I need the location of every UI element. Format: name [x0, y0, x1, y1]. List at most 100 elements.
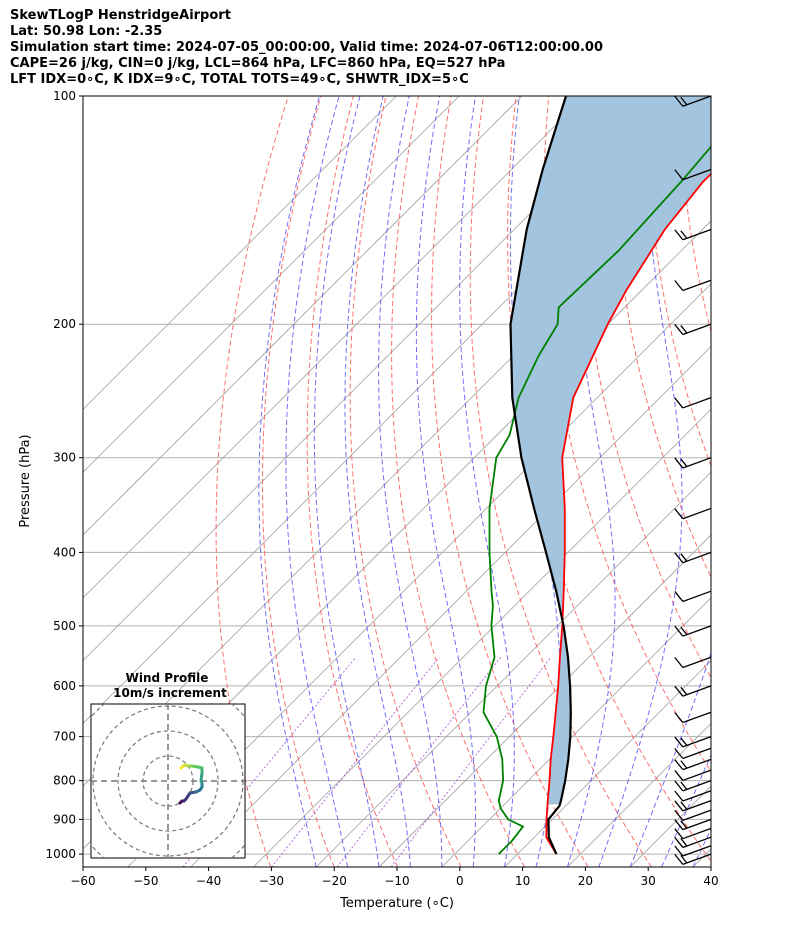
moist-adiabat-line	[661, 753, 711, 867]
y-tick-label: 900	[53, 812, 76, 826]
wind-barb-shaft	[682, 323, 712, 336]
wind-barb-flag	[680, 737, 688, 746]
time-line: Simulation start time: 2024-07-05_00:00:…	[10, 40, 603, 55]
wind-barb-flag	[674, 95, 684, 107]
isotherm-line	[127, 283, 711, 867]
dry-adiabat-line	[678, 96, 711, 334]
moist-adiabat-line	[459, 96, 515, 867]
wind-barb	[674, 168, 712, 181]
y-tick-label: 800	[53, 774, 76, 788]
mixing-ratio-line	[182, 656, 357, 867]
wind-barb-shaft	[682, 457, 712, 469]
wind-barb	[674, 228, 712, 241]
dry-adiabat-line	[776, 96, 794, 867]
x-tick-label: 0	[456, 874, 464, 888]
wind-barb-shaft	[682, 845, 712, 857]
wind-barb-flag	[674, 712, 684, 723]
wind-barb	[674, 747, 712, 760]
hodograph-title: Wind Profile	[126, 671, 209, 685]
wind-barb	[674, 799, 712, 812]
isotherm-line	[567, 722, 711, 867]
wind-barb-shaft	[682, 818, 712, 831]
dry-adiabat-line	[215, 96, 289, 867]
moist-adiabat-line	[692, 827, 711, 867]
wind-barb-flag	[674, 819, 684, 831]
wind-barb-flag	[674, 800, 684, 812]
wind-barb	[674, 397, 712, 409]
moist-adiabat-lines	[258, 96, 711, 867]
x-tick-label: −60	[70, 874, 95, 888]
y-tick-label: 300	[53, 451, 76, 465]
wind-barb-flag	[680, 760, 688, 769]
indices-line-1: CAPE=26 j/kg, CIN=0 j/kg, LCL=864 hPa, L…	[10, 56, 506, 71]
wind-barb	[674, 809, 712, 821]
wind-barb	[674, 711, 712, 724]
x-tick-label: −30	[259, 874, 284, 888]
wind-barb-flag	[674, 837, 684, 848]
wind-barb-flag	[674, 685, 684, 697]
wind-barb-flag	[674, 736, 684, 748]
wind-barb	[674, 827, 712, 840]
moist-adiabat-line	[313, 96, 380, 867]
indices-line-2: LFT IDX=0∘C, K IDX=9∘C, TOTAL TOTS=49∘C,…	[10, 72, 469, 87]
y-tick-label: 200	[53, 317, 76, 331]
wind-barb-flag	[680, 781, 688, 790]
moist-adiabat-line	[598, 96, 683, 867]
wind-barb-shaft	[682, 827, 712, 840]
hodograph-inset: Wind Profile 10m/s increment	[90, 671, 246, 859]
dry-adiabat-line	[744, 96, 794, 867]
wind-barb-shaft	[682, 799, 712, 812]
hodograph-ring	[117, 730, 219, 832]
wind-barb-shaft	[682, 168, 712, 181]
wind-barb	[674, 845, 712, 857]
dry-adiabat-line	[306, 96, 399, 867]
x-tick-label: −40	[196, 874, 221, 888]
wind-barb-flag	[680, 325, 688, 334]
wind-barb	[674, 758, 712, 771]
cape-area	[510, 96, 711, 805]
wind-barb-flag	[680, 626, 688, 636]
wind-barb-flag	[680, 458, 688, 467]
dry-adiabat-line	[349, 96, 462, 867]
wind-barb-flag	[674, 508, 684, 520]
isotherm-line	[253, 408, 711, 867]
dry-adiabat-line	[469, 96, 653, 867]
wind-barb	[674, 780, 712, 792]
wind-barb	[674, 551, 712, 564]
wind-barb-shaft	[682, 853, 712, 865]
dewpoint-line	[482, 145, 711, 855]
wind-barb-flag	[674, 780, 684, 792]
wind-barb	[674, 323, 712, 336]
isotherm-line	[83, 96, 523, 536]
wind-barb-flag	[674, 625, 684, 637]
wind-barb-shaft	[682, 769, 712, 782]
dry-adiabat-line	[431, 96, 589, 867]
wind-barb-flag	[674, 845, 684, 857]
mixing-ratio-lines	[182, 656, 552, 867]
wind-barb-shaft	[682, 780, 712, 792]
dry-adiabat-line	[262, 96, 335, 867]
chart-header: SkewTLogP HenstridgeAirport Lat: 50.98 L…	[10, 8, 603, 88]
isotherm-line	[83, 96, 460, 473]
dry-adiabat-lines	[215, 96, 794, 867]
wind-barb-flag	[674, 790, 684, 802]
wind-barb-flag	[680, 686, 688, 696]
y-tick-label: 500	[53, 619, 76, 633]
x-tick-label: 20	[578, 874, 593, 888]
dry-adiabat-line	[612, 96, 711, 579]
hodograph-subtitle: 10m/s increment	[113, 686, 227, 700]
x-axis: −60 −50 −40 −30 −20 −10 0 10 20 30 40	[70, 867, 719, 888]
wind-barb-flag	[674, 748, 684, 759]
moist-adiabat-line	[629, 651, 711, 867]
wind-barb-flag	[674, 759, 684, 771]
chart-title: SkewTLogP HenstridgeAirport	[10, 8, 231, 23]
wind-barb-shaft	[682, 747, 712, 760]
moist-adiabat-line	[258, 96, 321, 867]
wind-barb	[674, 507, 712, 520]
x-tick-label: 30	[641, 874, 656, 888]
wind-barb-flag	[674, 770, 684, 781]
wind-barb-shaft	[682, 656, 712, 669]
wind-barb	[674, 818, 712, 831]
wind-barb	[674, 590, 712, 603]
moist-adiabat-line	[566, 96, 616, 867]
